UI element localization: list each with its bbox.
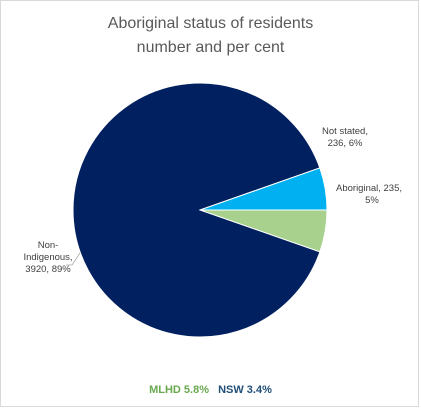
- data-label-not-stated: Not stated, 236, 6%: [322, 126, 368, 149]
- pie-slice-not-stated: [199, 167, 328, 211]
- nsw-percent-label: NSW 3.4%: [218, 384, 272, 396]
- chart-title: Aboriginal status of residents number an…: [0, 12, 421, 60]
- chart-title-line-1: Aboriginal status of residents: [107, 15, 314, 32]
- mlhd-percent-label: MLHD 5.8%: [149, 384, 210, 396]
- pie-slice-non-indigenous: [72, 82, 321, 338]
- footer-comparison: MLHD 5.8% NSW 3.4%: [0, 384, 421, 396]
- data-label-non-indigenous: Non-Indigenous, 3920, 89%: [23, 240, 72, 275]
- chart-title-line-2: number and per cent: [136, 39, 285, 56]
- leader-line-non-indigenous: [66, 252, 81, 266]
- data-label-aboriginal: Aboriginal, 235, 5%: [336, 183, 402, 206]
